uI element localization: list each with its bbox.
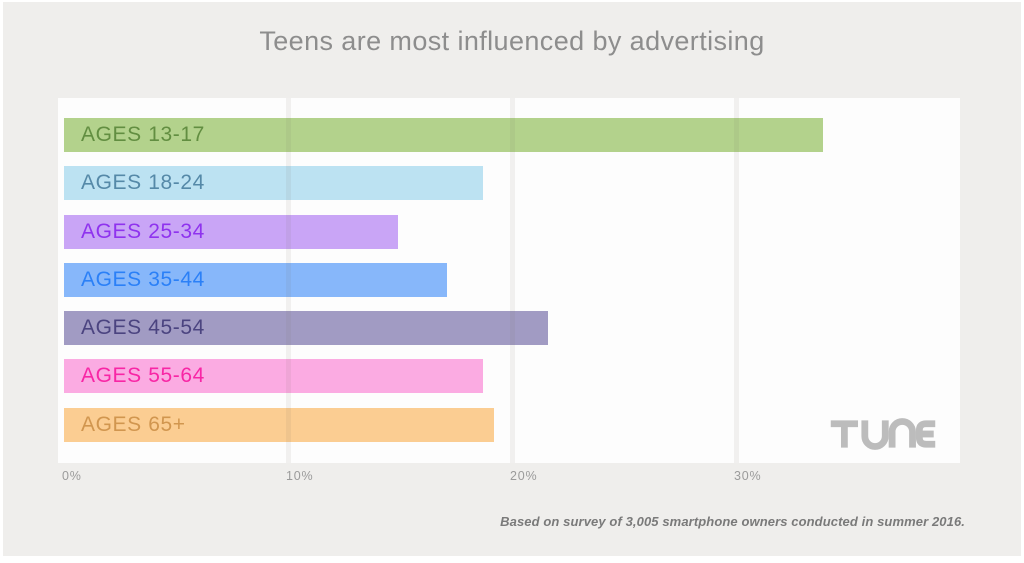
x-tick-label: 0% [62,469,82,483]
x-tick-label: 30% [734,469,762,483]
bar-row: AGES 55-64 [64,359,960,394]
bar-label: AGES 65+ [81,412,186,436]
bar-label: AGES 18-24 [81,171,205,195]
bar-row: AGES 25-34 [64,214,960,249]
tune-logo [830,418,936,450]
bar-label: AGES 45-54 [81,316,205,340]
bar-label: AGES 55-64 [81,364,205,388]
chart-panel: Teens are most influenced by advertising… [3,2,1021,556]
chart-title: Teens are most influenced by advertising [259,26,765,56]
bar-row: AGES 13-17 [64,118,960,152]
plot-area: AGES 13-17 AGES 18-24 AGES 25-34 AGES 35-44… [58,98,960,463]
bar-row: AGES 35-44 [64,262,960,297]
bar-row: AGES 45-54 [64,311,960,346]
bar-row: AGES 18-24 [64,166,960,201]
footnote: Based on survey of 3,005 smartphone owne… [500,514,965,529]
bar-label: AGES 35-44 [81,267,205,291]
bars-container: AGES 13-17 AGES 18-24 AGES 25-34 AGES 35-44… [64,118,960,456]
x-tick-label: 20% [510,469,538,483]
bar: AGES 18-24 [64,166,483,201]
bar-label: AGES 13-17 [81,123,205,146]
bar-label: AGES 25-34 [81,219,205,243]
bar-row: AGES 65+ [64,407,960,442]
bar: AGES 55-64 [64,359,483,394]
x-tick-label: 10% [286,469,314,483]
bar: AGES 35-44 [64,262,448,297]
bar: AGES 13-17 [64,118,824,152]
x-axis: 0% 10% 20% 30% [62,469,960,489]
bar: AGES 45-54 [64,311,548,346]
bar: AGES 65+ [64,407,495,442]
bar: AGES 25-34 [64,214,398,249]
